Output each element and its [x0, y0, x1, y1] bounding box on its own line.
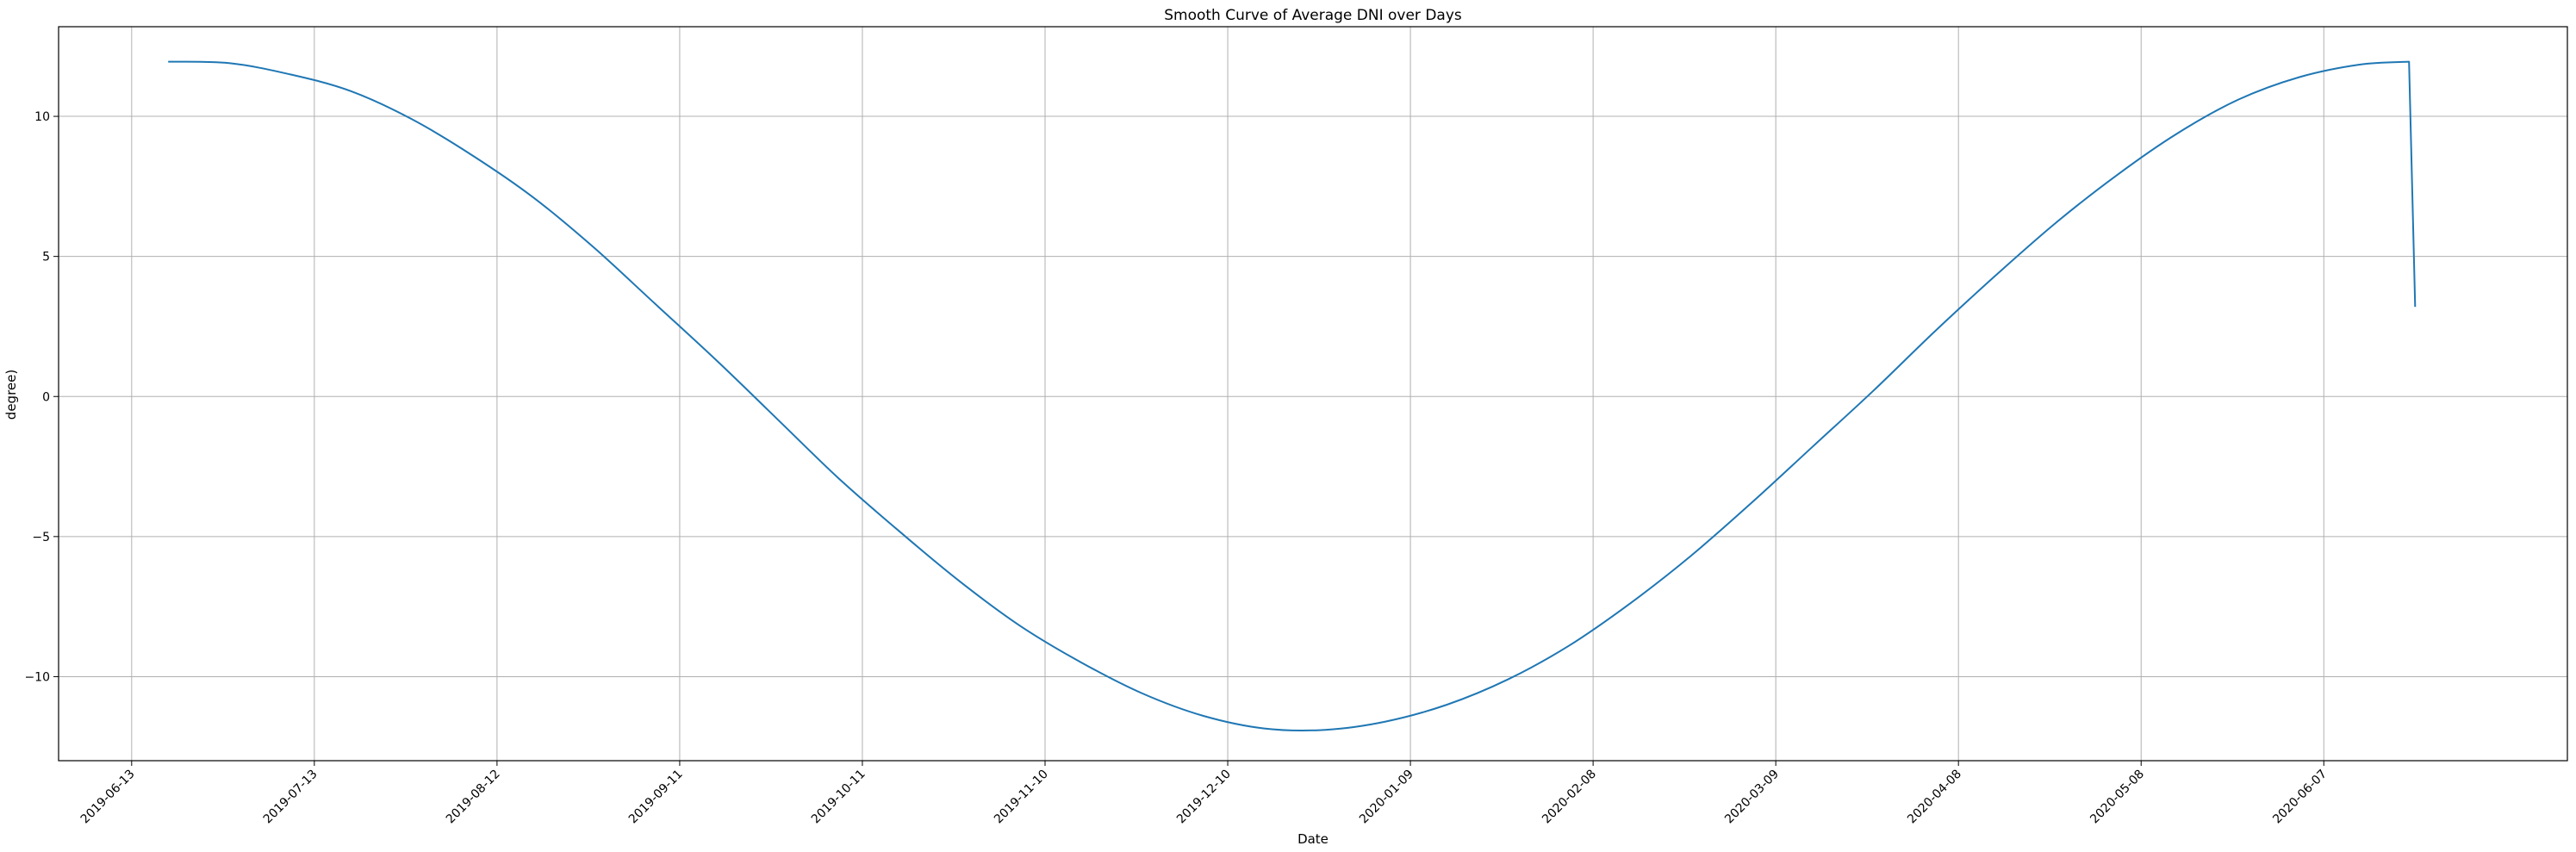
x-tick-label: 2019-07-13: [261, 768, 320, 827]
x-tick-label: 2019-08-12: [444, 768, 503, 827]
x-tick-label: 2020-05-08: [2088, 768, 2147, 827]
x-tick-label: 2020-01-09: [1357, 768, 1416, 827]
x-tick-label: 2019-10-11: [809, 768, 868, 827]
y-tick-label: −5: [32, 531, 50, 544]
chart-title: Smooth Curve of Average DNI over Days: [1164, 7, 1462, 24]
series-line: [168, 60, 2417, 732]
grid-lines: [59, 27, 2567, 761]
x-tick-label: 2019-09-11: [626, 768, 686, 827]
x-tick-label: 2019-06-13: [78, 768, 138, 827]
y-axis: −10 −5 0 5 10: [24, 110, 59, 684]
y-axis-label: degree): [3, 370, 19, 420]
plot-frame: [58, 26, 2568, 762]
x-tick-label: 2020-02-08: [1540, 768, 1599, 827]
y-tick-label: 10: [34, 110, 50, 124]
x-tick-label: 2019-12-10: [1174, 768, 1234, 827]
y-tick-label: 5: [42, 251, 50, 264]
y-tick-label: 0: [42, 390, 50, 404]
y-tick-label: −10: [24, 670, 50, 684]
x-axis-label: Date: [1297, 831, 1328, 847]
x-tick-label: 2019-11-10: [992, 768, 1051, 827]
x-tick-label: 2020-06-07: [2270, 768, 2330, 827]
x-tick-label: 2020-03-09: [1722, 768, 1782, 827]
series-layer: [168, 60, 2417, 732]
x-tick-label: 2020-04-08: [1905, 768, 1964, 827]
x-axis: 2019-06-13 2019-07-13 2019-08-12 2019-09-11…: [78, 761, 2330, 826]
